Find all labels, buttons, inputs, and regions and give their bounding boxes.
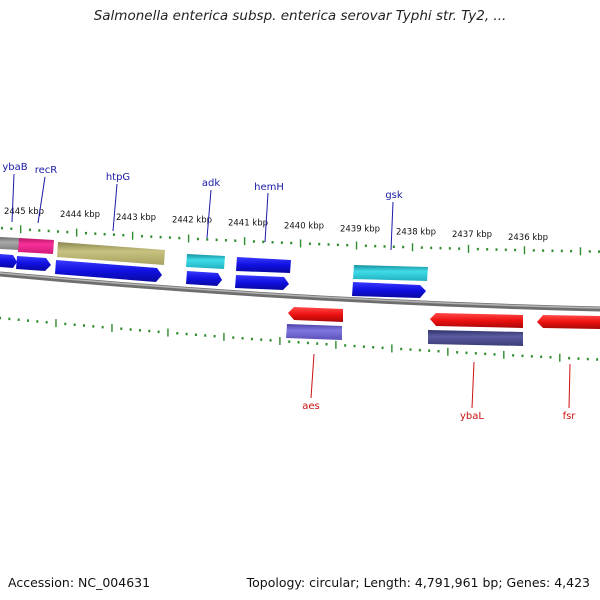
gene-arrow-hemH-2[interactable] — [235, 275, 289, 290]
gene-arrow-ybaL[interactable] — [430, 313, 523, 328]
gene-arrow-adk[interactable] — [186, 271, 222, 286]
cog-bars-top — [0, 237, 428, 281]
gene-arrow-aes[interactable] — [288, 307, 343, 322]
cog-bar-ybaB — [0, 237, 19, 250]
gene-label-aes[interactable]: aes — [302, 401, 320, 412]
kbp-label: 2439 kbp — [340, 224, 380, 234]
gene-label-adk[interactable]: adk — [202, 178, 220, 189]
gene-label-gsk[interactable]: gsk — [385, 190, 403, 201]
leader-fsr — [568, 363, 571, 409]
kbp-label: 2444 kbp — [60, 210, 100, 220]
cog-bar-gsk — [353, 265, 428, 281]
leader-gsk — [390, 201, 394, 251]
genome-backbone-highlight — [0, 272, 600, 309]
kbp-label: 2440 kbp — [284, 222, 324, 232]
gene-arrow-hemH-1[interactable] — [236, 257, 291, 273]
kbp-label: 2442 kbp — [172, 216, 212, 226]
kbp-label: 2441 kbp — [228, 219, 268, 229]
gene-labels-bottom: aes ybaL fsr — [302, 401, 576, 422]
gene-label-fsr[interactable]: fsr — [563, 411, 577, 422]
leader-hemH — [264, 192, 269, 243]
genome-title: Salmonella enterica subsp. enterica sero… — [93, 8, 507, 24]
cog-bar-aes — [286, 324, 342, 340]
tick-marks — [0, 225, 600, 362]
kbp-label: 2443 kbp — [116, 213, 156, 223]
gene-label-hemH[interactable]: hemH — [254, 182, 284, 193]
genome-backbone — [0, 271, 600, 312]
gene-arrow-fsr[interactable] — [537, 315, 600, 329]
leader-recR — [37, 176, 46, 224]
gene-arrow-recR[interactable] — [16, 256, 51, 271]
gene-label-leaders — [11, 173, 571, 409]
accession-label: Accession: NC_004631 — [8, 575, 151, 590]
gene-label-ybaL[interactable]: ybaL — [460, 411, 484, 422]
gene-arrow-htpG[interactable] — [55, 260, 162, 282]
cog-bar-recR — [18, 238, 54, 254]
topology-label: Topology: circular; Length: 4,791,961 bp… — [246, 575, 590, 590]
cog-bar-ybaL — [428, 330, 523, 346]
gene-label-recR[interactable]: recR — [35, 165, 58, 176]
gene-label-htpG[interactable]: htpG — [106, 172, 130, 183]
cog-bar-adk — [186, 254, 225, 269]
reverse-strand-genes — [286, 307, 600, 346]
leader-adk — [206, 189, 212, 239]
gene-arrow-gsk[interactable] — [352, 282, 426, 298]
gene-label-ybaB[interactable]: ybaB — [2, 162, 27, 173]
kbp-label: 2445 kbp — [4, 207, 44, 217]
gene-arrow-ybaB[interactable] — [0, 254, 17, 268]
cog-bar-htpG — [57, 242, 165, 265]
leader-htpG — [112, 183, 118, 232]
kbp-scale-labels: 2445 kbp 2444 kbp 2443 kbp 2442 kbp 2441 kbp… — [4, 207, 548, 243]
gene-labels-top: ybaB recR htpG adk hemH gsk — [2, 162, 403, 201]
kbp-label: 2436 kbp — [508, 233, 548, 243]
leader-ybaB — [11, 173, 15, 223]
leader-aes — [310, 353, 315, 399]
forward-strand-genes — [0, 254, 426, 298]
kbp-label: 2438 kbp — [396, 227, 436, 237]
kbp-label: 2437 kbp — [452, 230, 492, 240]
leader-ybaL — [471, 361, 475, 409]
